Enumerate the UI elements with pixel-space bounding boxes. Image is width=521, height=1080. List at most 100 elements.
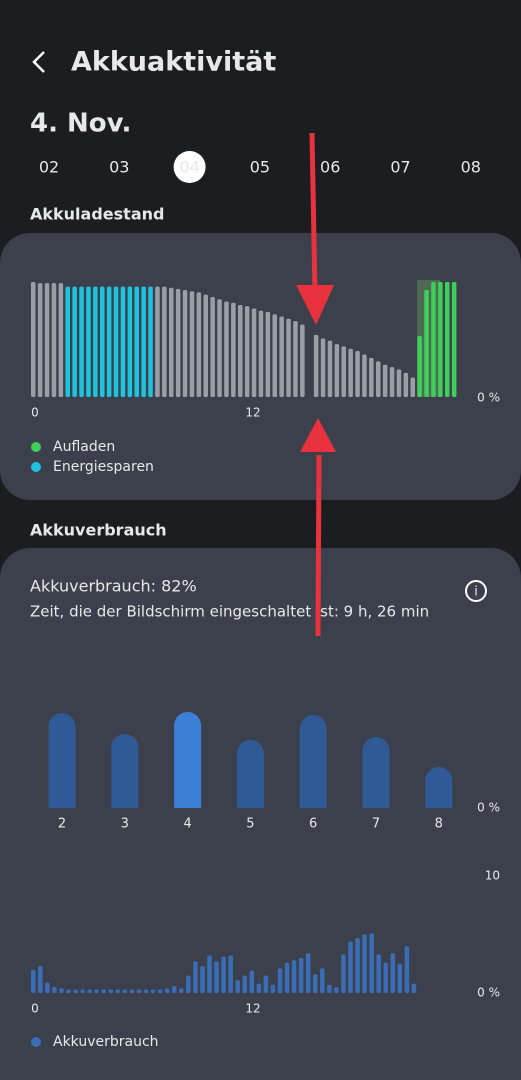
charge-bar [106,286,112,397]
charge-bar [341,346,346,397]
legend-label: Energiesparen [53,459,154,475]
charge-bar [79,286,84,397]
charge-bar [438,282,443,397]
section-title: Akkuladestand [30,205,164,224]
day[interactable]: 04 [179,158,199,177]
charge-bar [155,286,160,397]
charge-bar [44,283,50,397]
hourly-bar [94,989,99,993]
charge-bar [355,351,360,397]
hourly-bar [369,933,374,993]
hourly-bar [277,968,283,993]
hourly-bar [362,934,367,993]
day[interactable]: 08 [461,158,481,177]
hourly-bar [313,974,318,993]
hourly-bar [52,987,57,993]
charge-bar [320,338,326,397]
day[interactable]: 07 [390,158,410,177]
hourly-bar [101,989,106,993]
hourly-bar [404,946,410,993]
week-bar [48,713,76,808]
charge-bar [279,316,284,397]
charge-bar [93,286,98,397]
charge-bar [127,286,133,397]
hourly-bar [38,966,43,993]
legend-label: Akkuverbrauch [53,1034,159,1050]
charge-bar [134,286,139,397]
charge-bar [100,286,105,397]
hourly-bar [108,989,114,993]
x-label: 8 [435,817,443,832]
annotation-arrows [296,132,336,637]
charge-bar [31,282,36,397]
charge-bar [72,286,77,397]
hourly-bar [150,989,156,993]
legend-label: Aufladen [53,439,115,455]
charge-bar [396,369,402,397]
charge-bar [431,282,436,397]
hourly-bar [383,962,388,993]
hourly-bar [59,988,64,993]
charge-bar [424,290,429,397]
hourly-bar [214,961,219,993]
charge-bar [313,334,319,397]
hourly-bar [242,975,247,993]
charge-bar [175,288,181,397]
charge-bar [182,290,188,397]
day[interactable]: 05 [250,158,270,177]
day[interactable]: 06 [320,158,340,177]
week-bar [425,767,453,808]
info-icon-i: i [474,585,478,600]
hourly-bar [200,966,205,993]
day-selected [173,151,206,183]
charge-bar [217,299,222,397]
hourly-bar [115,989,121,993]
hourly-bar [305,953,311,993]
hourly-bar [249,970,255,993]
hourly-bar [186,975,191,993]
charge-bar [272,314,277,397]
hourly-bar [122,989,128,993]
charge-bar [196,292,202,397]
usage-card [0,548,521,1080]
charge-bar [120,286,126,397]
back-button[interactable] [32,51,45,73]
day[interactable]: 02 [39,158,59,177]
charge-bar [113,286,119,397]
legend-dot [31,1037,41,1047]
hourly-bar [164,988,170,993]
hourly-bar [235,980,240,993]
legend-dot [31,462,41,472]
day[interactable]: 03 [109,158,129,177]
charge-bar [293,321,298,397]
hourly-bar [411,983,417,993]
hourly-bar [73,989,78,993]
x-label: 7 [372,817,380,832]
hourly-bar [397,963,403,993]
x-label: 5 [246,817,254,832]
week-bar [111,734,139,808]
charge-bar [224,301,229,397]
x-label: 0 [31,406,39,420]
hourly-bar [284,962,290,993]
charge-bar [417,336,422,397]
hourly-bar [376,954,381,993]
hourly-bar [327,984,332,993]
x-label: 4 [183,817,191,832]
charge-bar [382,364,388,397]
charge-bar [403,372,409,397]
x-label: 0 [31,1002,39,1016]
charge-bar [451,282,457,397]
charge-bar [389,367,395,397]
y-label: 0 % [477,801,500,815]
x-label: 12 [245,406,260,420]
info-icon[interactable] [465,580,487,602]
section-title: Akkuverbrauch [30,521,167,540]
hourly-bar [80,989,85,993]
hourly-bar [355,938,360,993]
y-label: 10 [485,869,500,883]
x-label: 2 [58,817,66,832]
hourly-bar [320,968,325,993]
charge-bar [203,294,208,397]
